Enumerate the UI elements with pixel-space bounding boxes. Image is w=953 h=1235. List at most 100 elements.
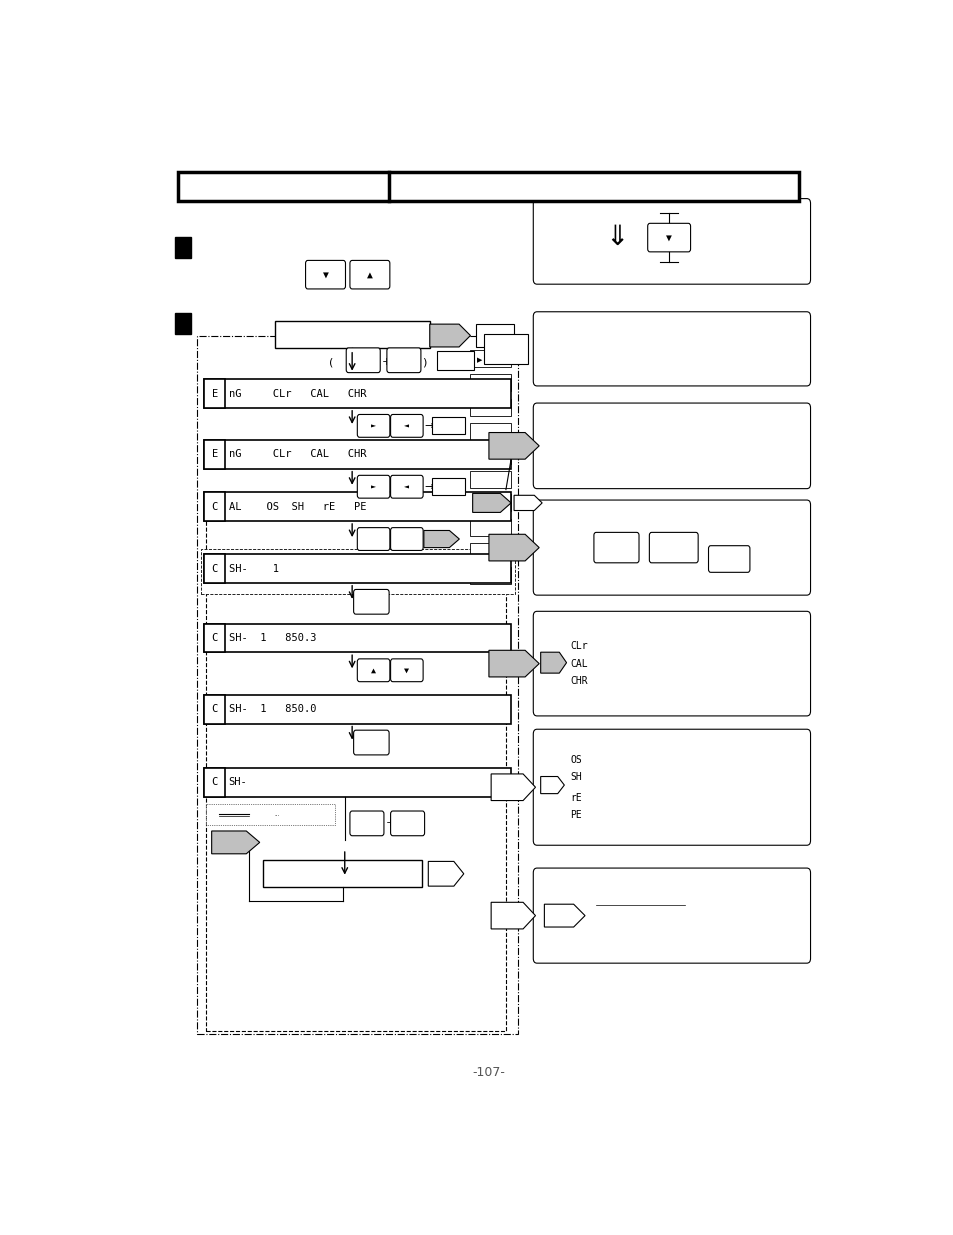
FancyBboxPatch shape	[649, 532, 698, 563]
FancyBboxPatch shape	[390, 415, 423, 437]
FancyBboxPatch shape	[354, 730, 389, 755]
FancyBboxPatch shape	[204, 555, 225, 583]
Text: (: (	[329, 357, 334, 367]
FancyBboxPatch shape	[470, 350, 511, 367]
Text: SH-  1   850.3: SH- 1 850.3	[229, 634, 315, 643]
Polygon shape	[514, 495, 541, 510]
FancyBboxPatch shape	[390, 658, 423, 682]
FancyBboxPatch shape	[470, 424, 511, 440]
FancyBboxPatch shape	[533, 311, 810, 385]
FancyBboxPatch shape	[470, 373, 511, 390]
FancyBboxPatch shape	[204, 624, 225, 652]
FancyBboxPatch shape	[533, 611, 810, 716]
Text: →: →	[424, 421, 434, 431]
Text: CAL: CAL	[570, 658, 587, 668]
Polygon shape	[540, 652, 566, 673]
Text: C: C	[212, 634, 217, 643]
FancyBboxPatch shape	[204, 768, 225, 797]
FancyBboxPatch shape	[204, 440, 225, 468]
FancyBboxPatch shape	[200, 548, 515, 594]
FancyBboxPatch shape	[204, 695, 511, 724]
FancyBboxPatch shape	[647, 224, 690, 252]
Text: SH-    1: SH- 1	[229, 563, 278, 573]
FancyBboxPatch shape	[432, 417, 465, 435]
FancyBboxPatch shape	[357, 658, 390, 682]
Polygon shape	[544, 904, 584, 927]
FancyBboxPatch shape	[470, 543, 511, 559]
FancyBboxPatch shape	[594, 532, 639, 563]
FancyBboxPatch shape	[204, 695, 225, 724]
Text: -107-: -107-	[472, 1066, 505, 1079]
Polygon shape	[423, 531, 459, 547]
Text: CHR: CHR	[570, 676, 587, 685]
Text: E: E	[212, 450, 217, 459]
Text: PE: PE	[570, 810, 581, 820]
Text: ▼: ▼	[322, 269, 328, 279]
Text: AL    OS  SH   rE   PE: AL OS SH rE PE	[229, 501, 366, 511]
FancyBboxPatch shape	[204, 768, 511, 797]
Text: ▲: ▲	[367, 269, 373, 279]
FancyBboxPatch shape	[274, 321, 429, 348]
Text: +: +	[381, 357, 391, 367]
FancyBboxPatch shape	[204, 379, 511, 408]
Text: SH-  1   850.0: SH- 1 850.0	[229, 704, 315, 714]
Text: C: C	[212, 704, 217, 714]
Text: C: C	[212, 501, 217, 511]
FancyBboxPatch shape	[390, 475, 423, 498]
FancyBboxPatch shape	[354, 589, 389, 614]
FancyBboxPatch shape	[483, 333, 528, 364]
Text: nG     CLr   CAL   CHR: nG CLr CAL CHR	[229, 450, 366, 459]
FancyBboxPatch shape	[470, 399, 511, 416]
Text: E: E	[212, 389, 217, 399]
Polygon shape	[428, 862, 463, 887]
FancyBboxPatch shape	[357, 415, 390, 437]
Bar	[174, 312, 191, 333]
Text: ): )	[421, 357, 426, 367]
FancyBboxPatch shape	[533, 868, 810, 963]
FancyBboxPatch shape	[204, 440, 511, 468]
FancyBboxPatch shape	[204, 624, 511, 652]
Bar	[174, 237, 191, 258]
Polygon shape	[491, 903, 535, 929]
FancyBboxPatch shape	[390, 527, 423, 551]
Text: ▼: ▼	[404, 666, 409, 674]
Text: ►: ►	[371, 482, 375, 492]
FancyBboxPatch shape	[206, 499, 505, 1031]
FancyBboxPatch shape	[206, 804, 335, 825]
FancyBboxPatch shape	[533, 500, 810, 595]
FancyBboxPatch shape	[178, 172, 799, 200]
FancyBboxPatch shape	[204, 493, 511, 521]
FancyBboxPatch shape	[305, 261, 345, 289]
Polygon shape	[540, 777, 564, 794]
Text: CLr: CLr	[570, 641, 587, 652]
FancyBboxPatch shape	[533, 199, 810, 284]
FancyBboxPatch shape	[204, 555, 511, 583]
Text: nG     CLr   CAL   CHR: nG CLr CAL CHR	[229, 389, 366, 399]
Text: ...: ...	[274, 813, 279, 818]
Text: OS: OS	[570, 755, 581, 764]
Text: →: →	[424, 482, 434, 492]
FancyBboxPatch shape	[204, 493, 225, 521]
Text: ▶: ▶	[476, 357, 482, 363]
Text: ►: ►	[371, 421, 375, 430]
Polygon shape	[429, 324, 470, 347]
FancyBboxPatch shape	[436, 351, 474, 369]
FancyBboxPatch shape	[708, 546, 749, 572]
FancyBboxPatch shape	[350, 811, 383, 836]
FancyBboxPatch shape	[476, 324, 514, 347]
FancyBboxPatch shape	[533, 403, 810, 489]
FancyBboxPatch shape	[432, 478, 465, 495]
Text: ◄: ◄	[404, 482, 409, 492]
FancyBboxPatch shape	[357, 475, 390, 498]
Polygon shape	[472, 494, 511, 513]
Polygon shape	[491, 774, 535, 800]
Text: C: C	[212, 778, 217, 788]
FancyBboxPatch shape	[470, 519, 511, 536]
Text: ⇓: ⇓	[604, 222, 628, 251]
Text: rE: rE	[570, 793, 581, 803]
FancyBboxPatch shape	[204, 379, 225, 408]
FancyBboxPatch shape	[470, 494, 511, 511]
FancyBboxPatch shape	[470, 567, 511, 584]
Polygon shape	[488, 432, 538, 459]
Text: ▼: ▼	[665, 232, 671, 242]
